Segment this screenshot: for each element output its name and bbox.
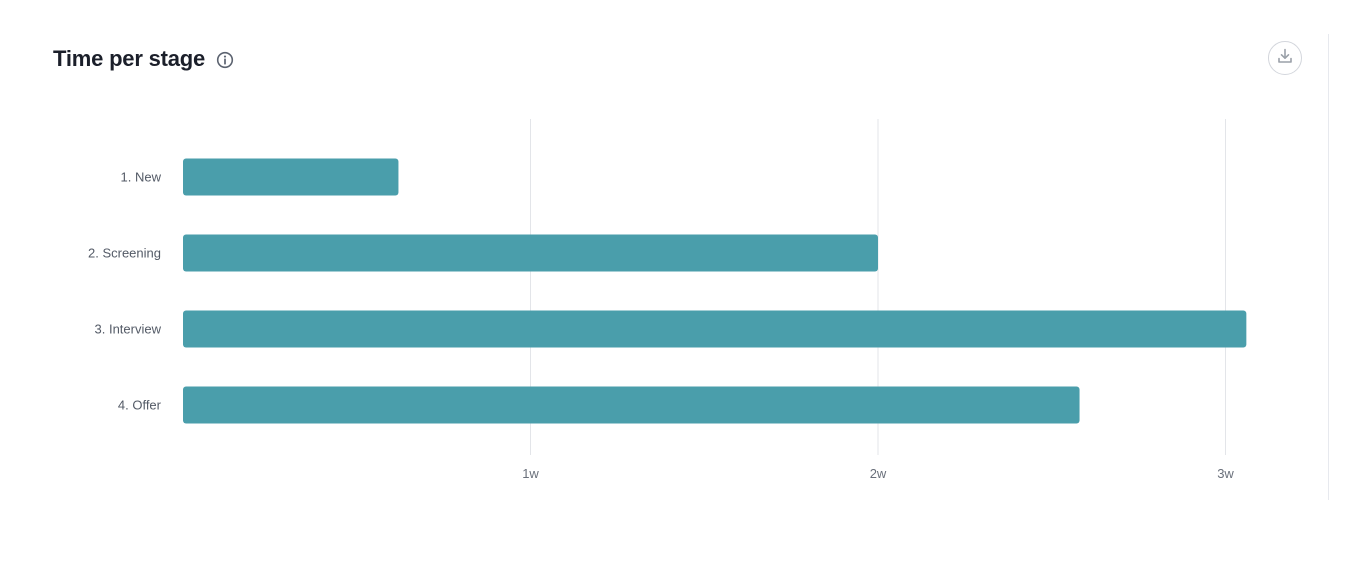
info-circle-icon[interactable]	[216, 51, 234, 69]
x-tick-label: 3w	[1217, 466, 1234, 481]
chart-header: Time per stage	[53, 44, 234, 74]
bar-4[interactable]	[183, 386, 1080, 424]
x-axis-ticks: 1w 2w 3w	[522, 466, 1234, 481]
category-label: 3. Interview	[95, 322, 162, 337]
category-label: 4. Offer	[118, 398, 162, 413]
download-icon	[1276, 47, 1294, 70]
bar-3[interactable]	[183, 310, 1247, 348]
bar-2[interactable]	[183, 234, 878, 272]
bar-1[interactable]	[183, 158, 399, 196]
chart-title: Time per stage	[53, 46, 206, 71]
download-button[interactable]	[1268, 41, 1302, 75]
x-tick-label: 2w	[870, 466, 887, 481]
category-label: 1. New	[121, 170, 162, 185]
bars	[183, 158, 1247, 424]
x-tick-label: 1w	[522, 466, 539, 481]
category-label: 2. Screening	[88, 246, 161, 261]
panel-divider	[1328, 34, 1329, 500]
category-labels: 1. New 2. Screening 3. Interview 4. Offer	[88, 170, 162, 413]
